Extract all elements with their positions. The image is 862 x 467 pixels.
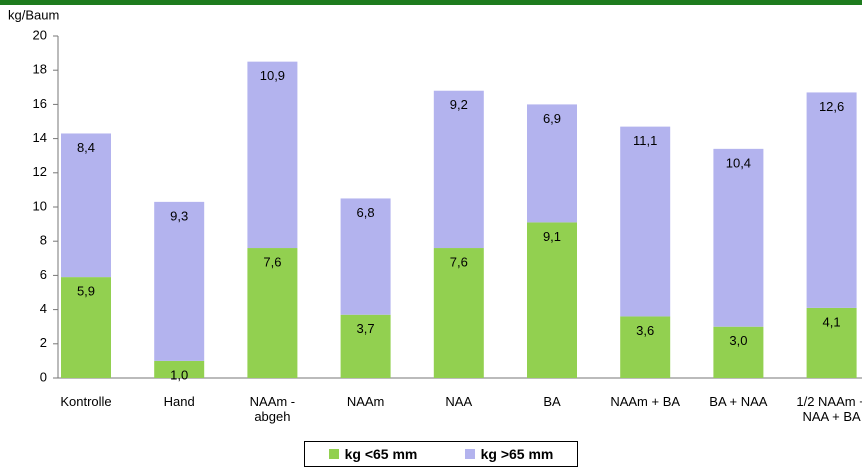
- bar-segment: [247, 248, 298, 378]
- y-tick-label: 18: [33, 62, 47, 77]
- x-tick-label: Kontrolle: [60, 394, 112, 409]
- bar-segment: [713, 148, 764, 327]
- value-label: 10,9: [260, 68, 285, 83]
- x-tick-label: NAAm: [346, 394, 385, 409]
- value-label: 3,7: [357, 321, 375, 336]
- value-label: 4,1: [823, 314, 841, 329]
- value-label: 3,6: [636, 323, 654, 338]
- x-tick-label: 1/2 NAAm + NAA + BA: [796, 394, 862, 424]
- x-tick-label: BA: [543, 394, 561, 409]
- legend-item: kg <65 mm: [328, 446, 418, 462]
- x-tick-label: NAAm - abgeh: [249, 394, 296, 424]
- y-tick-label: 20: [33, 27, 47, 42]
- legend-swatch: [464, 449, 475, 459]
- value-label: 1,0: [170, 367, 188, 382]
- bar-segment: [527, 222, 577, 378]
- x-tick-label: NAAm + BA: [610, 394, 681, 409]
- bar-segment: [806, 307, 857, 378]
- legend-label: kg >65 mm: [480, 446, 554, 462]
- y-tick-label: 14: [33, 130, 47, 145]
- x-tick-label: Hand: [163, 394, 195, 409]
- value-label: 10,4: [726, 155, 751, 170]
- value-label: 5,9: [77, 284, 95, 299]
- bar-segment: [61, 277, 111, 378]
- y-axis-label: kg/Baum: [8, 7, 59, 22]
- legend: kg <65 mm kg >65 mm: [304, 441, 578, 467]
- value-label: 6,8: [357, 205, 375, 220]
- y-tick-label: 10: [33, 198, 47, 213]
- top-band: [0, 0, 862, 5]
- x-tick-label: NAA: [445, 394, 473, 409]
- value-label: 12,6: [819, 99, 844, 114]
- y-tick-label: 16: [33, 96, 47, 111]
- bar-segment: [713, 326, 764, 378]
- y-tick-label: 0: [40, 369, 47, 384]
- bar-segment: [247, 61, 298, 249]
- value-label: 7,6: [450, 254, 468, 269]
- bar-segment: [340, 314, 391, 378]
- legend-swatch: [328, 449, 339, 459]
- bar-segment: [61, 133, 111, 278]
- bar-segment: [340, 198, 391, 315]
- value-label: 9,1: [543, 229, 561, 244]
- value-label: 8,4: [77, 140, 95, 155]
- value-label: 6,9: [543, 111, 561, 126]
- y-tick-label: 4: [40, 301, 47, 316]
- y-tick-label: 8: [40, 233, 47, 248]
- bar-segment: [433, 90, 484, 249]
- bar-segment: [433, 248, 484, 378]
- y-tick-label: 2: [40, 335, 47, 350]
- bar-segment: [527, 104, 577, 223]
- bar-segment: [620, 126, 671, 317]
- value-label: 7,6: [263, 254, 281, 269]
- x-tick-label: BA + NAA: [709, 394, 768, 409]
- bar-segment: [806, 92, 857, 308]
- legend-label: kg <65 mm: [344, 446, 418, 462]
- y-tick-label: 12: [33, 164, 47, 179]
- value-label: 9,3: [170, 208, 188, 223]
- y-tick-label: 6: [40, 267, 47, 282]
- bar-segment: [154, 360, 205, 378]
- bar-segment: [154, 201, 205, 361]
- value-label: 11,1: [633, 133, 657, 148]
- value-label: 3,0: [729, 333, 747, 348]
- legend-item: kg >65 mm: [464, 446, 554, 462]
- bar-segment: [620, 316, 671, 378]
- value-label: 9,2: [450, 97, 468, 112]
